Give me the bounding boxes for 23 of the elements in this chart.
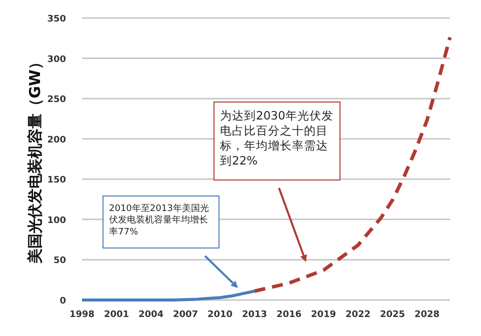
x-tick-label: 2010 <box>207 310 233 320</box>
y-tick-label: 50 <box>53 256 66 266</box>
x-tick-label: 2013 <box>242 310 268 320</box>
y-tick-label: 350 <box>47 14 66 24</box>
y-tick-label: 0 <box>60 296 66 306</box>
line-series <box>80 290 256 302</box>
y-tick-label: 150 <box>47 176 66 186</box>
y-tick-label: 100 <box>47 216 66 226</box>
annotation: 2010年至2013年美国光伏发电装机容量年均增长率77% <box>109 203 209 238</box>
y-tick-label: 250 <box>47 95 66 106</box>
y-tick-label: 300 <box>47 54 66 65</box>
x-tick-label: 2007 <box>172 310 198 320</box>
x-tick-label: 2028 <box>414 310 440 320</box>
x-tick-label: 2022 <box>345 310 371 320</box>
y-tick-label: 200 <box>47 135 66 146</box>
x-tick-label: 2016 <box>276 310 302 320</box>
x-tick-label: 1998 <box>69 310 95 320</box>
x-tick-label: 2004 <box>138 310 164 320</box>
x-tick-label: 2019 <box>310 310 336 320</box>
x-tick-label: 2001 <box>104 310 130 320</box>
annotation: 为达到2030年光伏发电占比百分之十的目标，年均增长率需达到22% <box>219 108 334 168</box>
y-axis-title: 美国光伏发电装机容量（GW） <box>26 54 44 264</box>
x-tick-label: 2025 <box>380 310 406 320</box>
